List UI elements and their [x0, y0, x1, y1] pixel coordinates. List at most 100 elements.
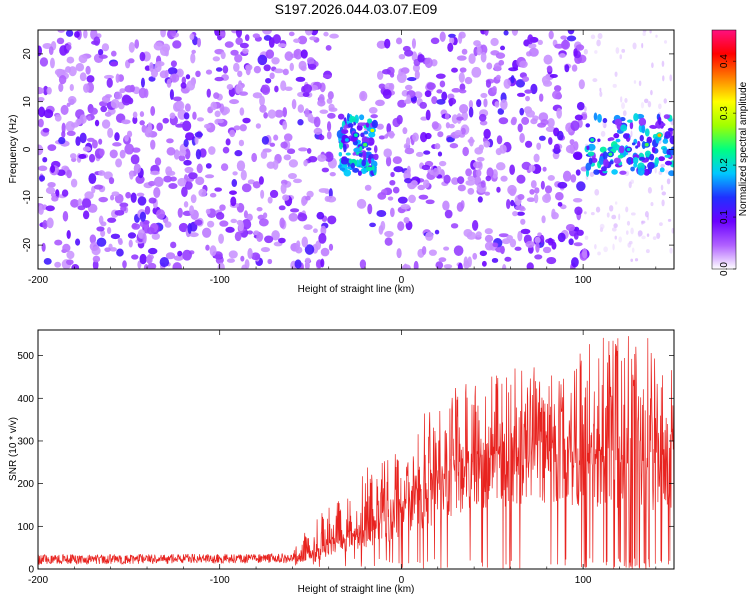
spectrogram-cell — [133, 163, 141, 174]
spectrogram-cell — [444, 209, 453, 219]
spectrogram-cell — [180, 82, 187, 89]
spectrogram-cell — [303, 159, 308, 167]
spectrogram-cell — [191, 49, 196, 54]
spectrogram-cell — [313, 116, 321, 128]
spectrogram-cell — [131, 223, 141, 230]
spectrogram-cell — [162, 117, 169, 124]
spectrogram-cell — [521, 116, 530, 125]
spectrogram-cell — [66, 56, 75, 64]
spectrogram-cell — [231, 179, 238, 187]
spectrogram-cell — [57, 30, 65, 33]
spectrogram-band-cell — [644, 128, 650, 137]
spectrogram-cell — [205, 208, 211, 215]
spectrogram-cell — [101, 119, 111, 129]
spectrogram-cell — [272, 159, 279, 170]
spectrogram-band-cell — [371, 119, 378, 129]
spectrogram-cell — [38, 45, 43, 57]
spectrogram-cell — [272, 34, 282, 44]
spectrogram-cell — [611, 214, 617, 220]
spectrogram-cell — [202, 227, 212, 238]
spectrogram-cell — [78, 54, 88, 64]
spectrogram-cell — [303, 224, 313, 231]
spectrogram-cell — [156, 209, 166, 220]
spectrogram-cell — [573, 48, 578, 57]
spectrogram-cell — [62, 211, 69, 222]
spectrogram-cell — [108, 177, 115, 185]
spectrogram-cell — [492, 169, 498, 179]
spectrogram-cell — [327, 112, 336, 119]
spectrogram-band-cell — [366, 137, 375, 146]
spectrogram-cell — [624, 98, 628, 103]
spectrogram-cell — [144, 205, 151, 215]
spectrogram-cell — [252, 181, 261, 189]
spectrogram-cell — [484, 241, 494, 251]
spectrogram-cell — [106, 77, 113, 88]
spectrogram-cell — [584, 106, 587, 112]
spectrogram-cell — [661, 60, 665, 67]
spectrogram-band-cell — [597, 113, 602, 123]
spectrogram-cell — [112, 142, 122, 147]
spectrogram-hotspot — [657, 133, 662, 137]
spectrogram-cell — [50, 165, 56, 173]
spectrogram-cell — [369, 222, 376, 228]
spectrogram-cell — [235, 37, 243, 45]
spectrogram-cell — [206, 88, 211, 98]
x-tick-label: 100 — [575, 275, 592, 286]
spectrogram-cell — [495, 74, 501, 80]
spectrogram-cell — [467, 256, 472, 268]
spectrogram-cell — [326, 195, 337, 203]
spectrogram-cell — [590, 212, 595, 216]
spectrogram-cell — [317, 154, 327, 162]
spectrogram-cell — [198, 188, 207, 197]
spectrogram-cell — [148, 197, 157, 204]
spectrogram-cell — [621, 102, 625, 110]
spectrogram-cell — [318, 188, 329, 193]
spectrogram-cell — [423, 179, 430, 189]
spectrogram-cell — [443, 174, 451, 184]
spectrogram-cell — [286, 148, 296, 155]
spectrogram-cell — [526, 197, 536, 203]
spectrogram-cell — [148, 62, 154, 73]
spectrogram-cell — [472, 161, 483, 169]
spectrogram-band-cell — [627, 119, 633, 123]
spectrogram-band-cell — [660, 122, 666, 127]
snr-xlabel: Height of straight line (km) — [298, 584, 415, 595]
spectrogram-cell — [451, 67, 458, 73]
spectrogram-cell — [77, 198, 83, 206]
spectrogram-cell — [300, 49, 308, 59]
spectrogram-cell — [627, 242, 632, 248]
spectrogram-cell — [596, 39, 601, 47]
spectrogram-cell — [498, 117, 509, 125]
spectrogram-cell — [147, 122, 153, 133]
spectrogram-cell — [403, 216, 410, 224]
spectrogram-cell — [184, 148, 191, 160]
spectrogram-cell — [436, 98, 446, 105]
spectrogram-band-cell — [637, 140, 641, 148]
spectrogram-cell — [630, 227, 634, 235]
spectrogram-cell — [60, 104, 69, 115]
snr-ylabel: SNR (10 * v/v) — [8, 417, 19, 481]
spectrogram-cell — [590, 34, 596, 40]
spectrogram-cell — [461, 48, 468, 55]
spectrogram-cell — [213, 92, 220, 100]
spectrogram-cell — [556, 107, 562, 119]
spectrogram-cell — [537, 39, 543, 45]
spectrogram-cell — [553, 143, 560, 151]
spectrogram-cell — [500, 175, 508, 182]
spectrogram-cell — [545, 126, 556, 133]
spectrogram-hotspot — [626, 147, 631, 152]
spectrogram-cell — [456, 55, 467, 61]
spectrogram-cell — [652, 236, 657, 240]
spectrogram-cell — [439, 31, 446, 42]
colorbar-tick-label: 0.2 — [719, 158, 730, 172]
spectrogram-cell — [139, 120, 145, 126]
spectrogram-cell — [194, 135, 199, 145]
spectrogram-cell — [181, 186, 188, 198]
spectrogram-cell — [184, 181, 193, 190]
spectrogram-cell — [70, 178, 78, 188]
spectrogram-cell — [432, 167, 439, 178]
spectrogram-cell — [425, 109, 431, 121]
spectrogram-cell — [150, 139, 156, 150]
spectrogram-cell — [568, 238, 574, 246]
